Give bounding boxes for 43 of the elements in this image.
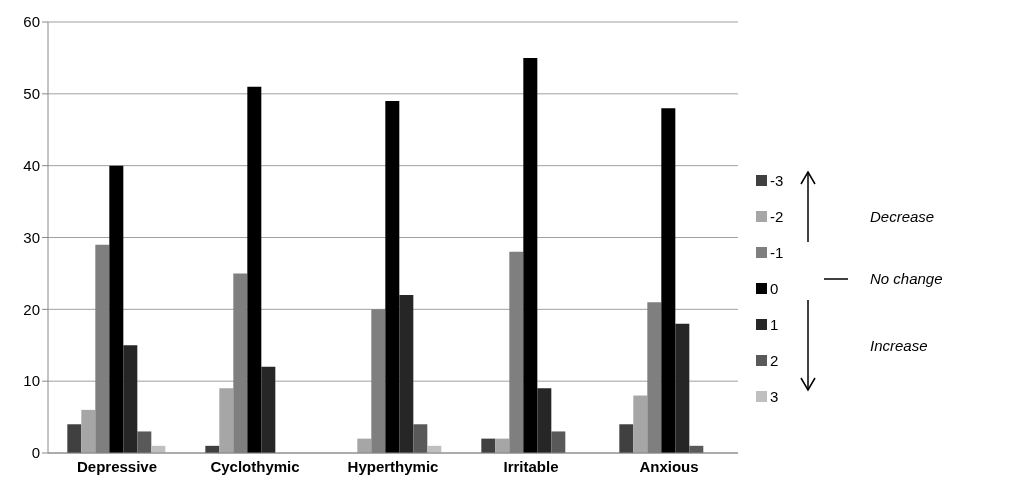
legend-label: -2 <box>770 208 784 225</box>
bar <box>619 424 634 453</box>
legend-label: 2 <box>770 352 779 369</box>
y-tick-label: 0 <box>31 444 40 462</box>
x-tick-label: Cyclothymic <box>210 457 300 475</box>
bar <box>247 86 262 453</box>
y-tick-label: 40 <box>23 156 40 174</box>
bar <box>481 438 496 453</box>
bar <box>357 438 372 453</box>
bar <box>633 395 648 453</box>
legend-label: 1 <box>770 316 779 333</box>
bar <box>219 388 234 453</box>
bar <box>413 424 428 453</box>
bar <box>123 345 138 453</box>
y-tick-label: 30 <box>23 228 40 246</box>
bar <box>67 424 82 453</box>
text: Increase <box>870 337 928 354</box>
bar <box>385 101 400 453</box>
legend-label: -3 <box>770 172 784 189</box>
bar <box>137 431 152 453</box>
legend-label: 3 <box>770 388 779 405</box>
legend-label: -1 <box>770 244 784 261</box>
bar <box>537 388 552 453</box>
y-tick-label: 50 <box>23 85 40 103</box>
y-tick-label: 10 <box>23 372 40 390</box>
bar <box>81 409 96 453</box>
bar <box>399 294 414 453</box>
bar <box>523 57 538 453</box>
bar <box>109 165 124 453</box>
x-tick-label: Hyperthymic <box>347 457 439 475</box>
bar <box>675 323 690 453</box>
text: No change <box>870 270 943 287</box>
bar <box>495 438 510 453</box>
bar <box>661 108 676 453</box>
legend-label: 0 <box>770 280 779 297</box>
text: Decrease <box>870 208 935 225</box>
bar <box>551 431 566 453</box>
x-tick-label: Depressive <box>76 457 158 475</box>
bar <box>261 366 276 453</box>
y-tick-label: 60 <box>23 13 40 31</box>
y-tick-label: 20 <box>23 300 40 318</box>
x-tick-label: Irritable <box>503 457 559 475</box>
x-tick-label: Anxious <box>639 457 699 475</box>
